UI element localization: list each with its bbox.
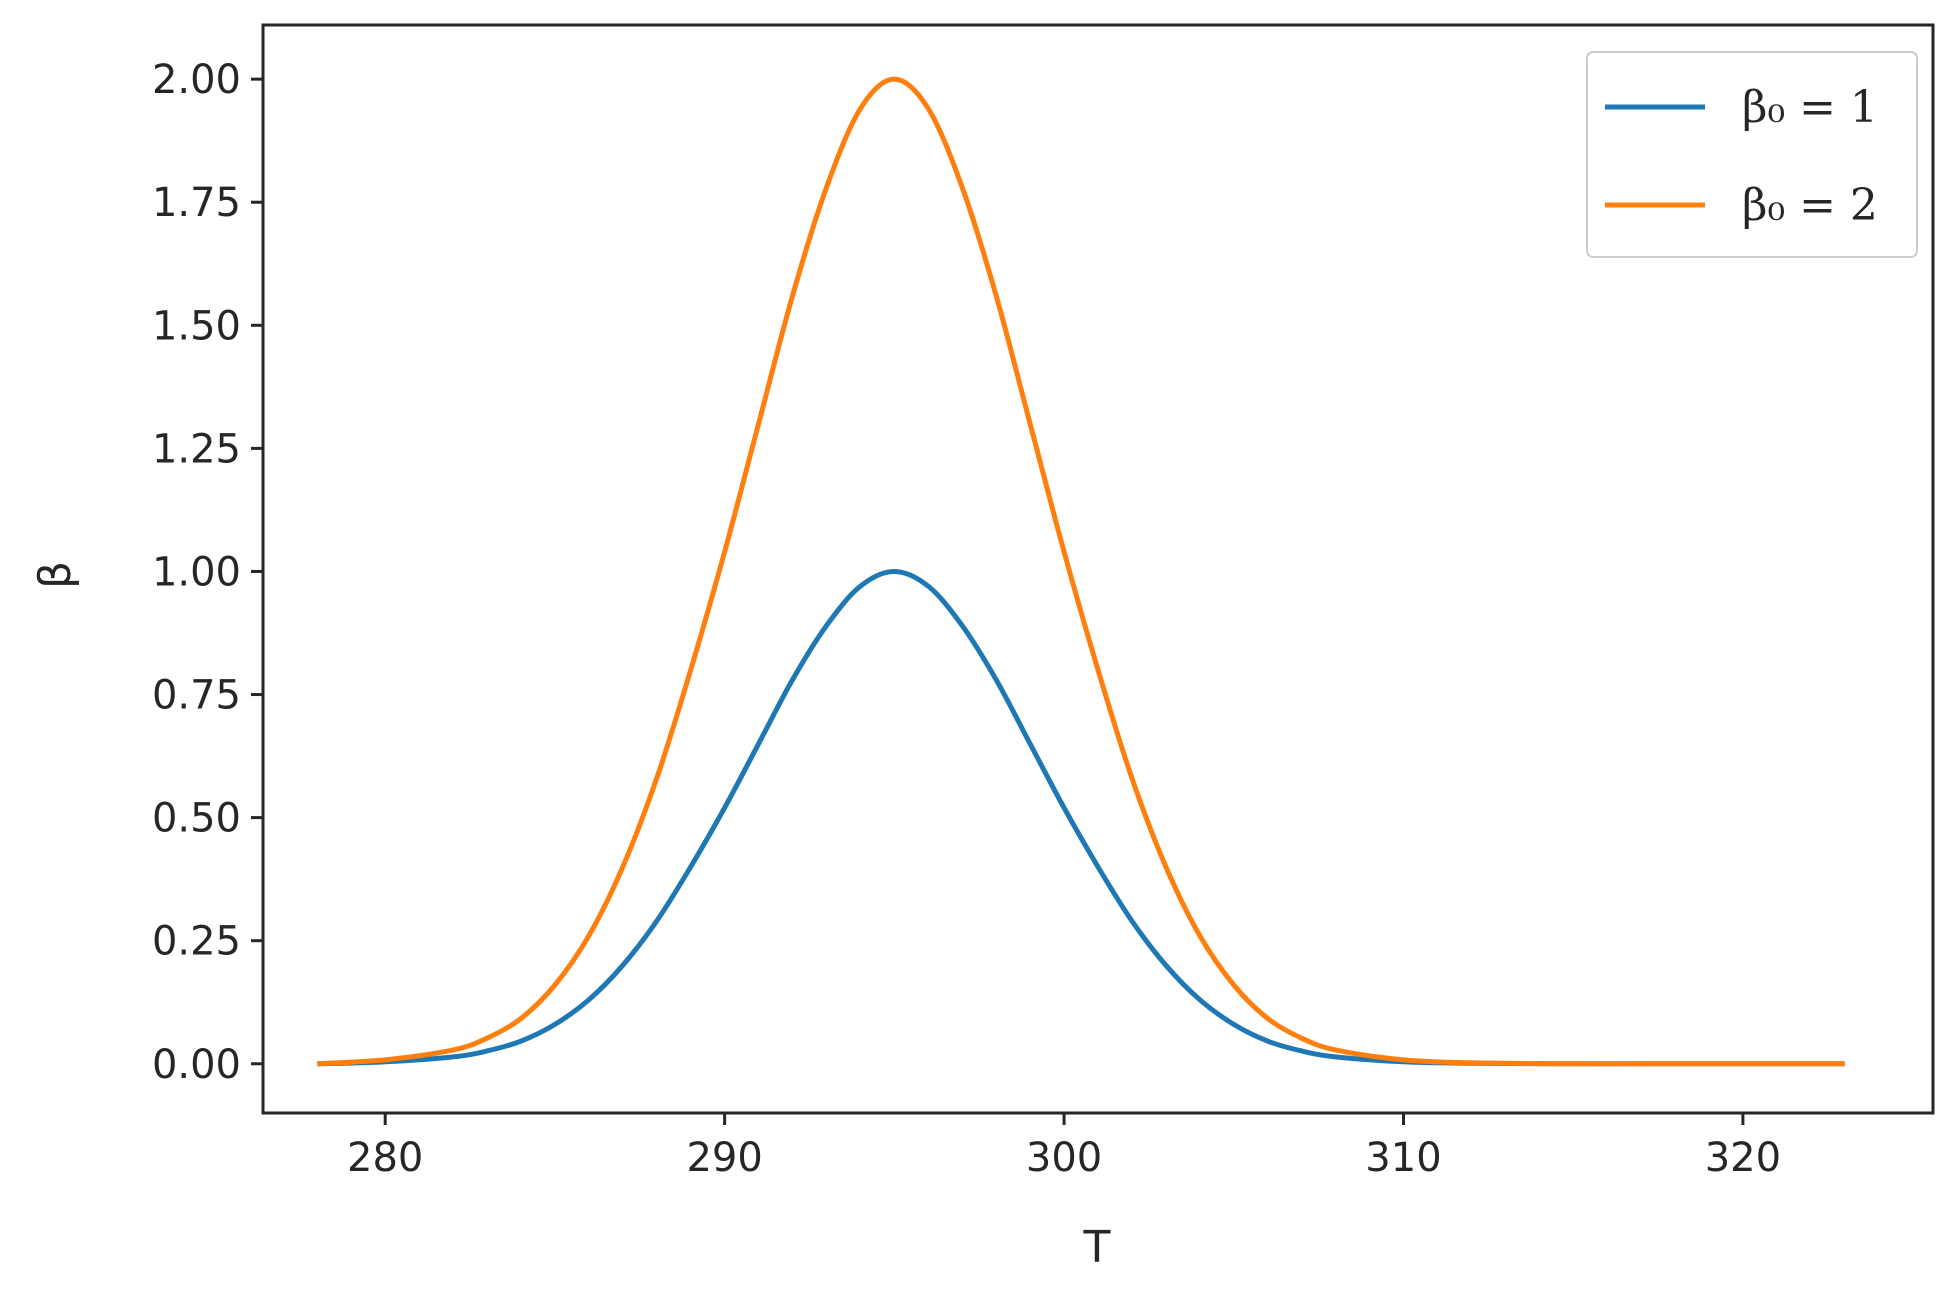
y-tick-label: 1.25 <box>152 426 241 472</box>
y-ticks: 0.00 0.25 0.50 0.75 1.00 1.25 1.50 1.75 2.00 <box>152 57 263 1088</box>
x-tick-label: 290 <box>686 1135 762 1181</box>
y-tick-label: 0.75 <box>152 673 241 719</box>
y-tick-label: 0.00 <box>152 1042 241 1088</box>
legend: β₀ = 1 β₀ = 2 <box>1586 51 1918 258</box>
y-tick-label: 2.00 <box>152 57 241 103</box>
x-tick-label: 280 <box>347 1135 423 1181</box>
y-tick-label: 1.75 <box>152 180 241 226</box>
legend-label: β₀ = 1 <box>1742 82 1878 133</box>
y-tick-label: 1.50 <box>152 303 241 349</box>
y-tick-label: 0.50 <box>152 796 241 842</box>
series-line-2 <box>317 76 1845 1067</box>
series-lines <box>317 76 1845 1067</box>
legend-label: β₀ = 2 <box>1742 180 1878 231</box>
x-tick-label: 320 <box>1705 1135 1781 1181</box>
x-tick-label: 310 <box>1365 1135 1441 1181</box>
y-tick-label: 0.25 <box>152 919 241 965</box>
y-tick-label: 1.00 <box>152 549 241 595</box>
y-axis-label: β <box>30 561 81 589</box>
x-axis-label: T <box>1083 1222 1111 1273</box>
x-ticks: 280 290 300 310 320 <box>347 1113 1781 1181</box>
x-tick-label: 300 <box>1026 1135 1102 1181</box>
